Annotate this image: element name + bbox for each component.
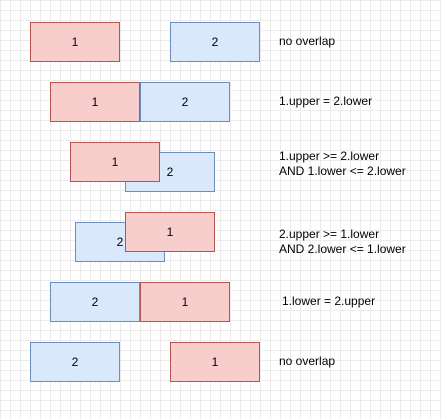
row4-note: 2.upper >= 1.lower AND 2.lower <= 1.lowe…: [279, 227, 406, 257]
row2-note-line1: 1.upper = 2.lower: [279, 94, 373, 108]
row1-note-line1: no overlap: [279, 34, 336, 48]
row3-note-line2: AND 1.lower <= 2.lower: [279, 164, 406, 178]
row3-note-line1: 1.upper >= 2.lower: [279, 149, 380, 163]
row5-note: 1.lower = 2.upper: [282, 294, 375, 309]
row5-note-line1: 1.lower = 2.upper: [282, 294, 376, 308]
row1-box2: 2: [170, 22, 260, 62]
row6-note-line1: no overlap: [279, 354, 336, 368]
row6-box1: 1: [170, 342, 260, 382]
row2-box1: 1: [50, 82, 140, 122]
row5-box1: 1: [140, 282, 230, 322]
row3-note: 1.upper >= 2.lower AND 1.lower <= 2.lowe…: [279, 149, 406, 179]
row4-note-line2: AND 2.lower <= 1.lower: [279, 242, 406, 256]
row4-note-line1: 2.upper >= 1.lower: [279, 227, 380, 241]
row2-note: 1.upper = 2.lower: [279, 94, 372, 109]
row3-box1: 1: [70, 142, 160, 182]
row4-box1: 1: [125, 212, 215, 252]
row5-box2: 2: [50, 282, 140, 322]
row6-box2: 2: [30, 342, 120, 382]
row2-box2: 2: [140, 82, 230, 122]
row1-note: no overlap: [279, 34, 335, 49]
row6-note: no overlap: [279, 354, 335, 369]
row1-box1: 1: [30, 22, 120, 62]
